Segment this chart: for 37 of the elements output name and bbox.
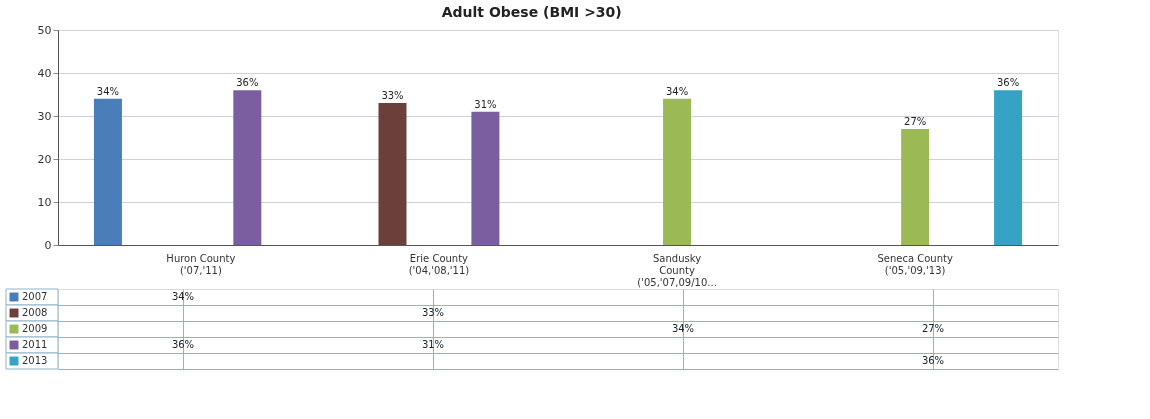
bar — [994, 90, 1023, 245]
x-tick-label: Huron County ('07,'11) — [166, 252, 236, 276]
bar — [93, 98, 122, 245]
chart-title: Adult Obese (BMI >30) — [441, 3, 622, 20]
text: 36% — [921, 355, 945, 366]
y-tick-label: 50 — [37, 23, 52, 37]
data-label: 34% — [671, 323, 695, 334]
y-tick-label: 30 — [37, 109, 52, 123]
data-label: 36% — [996, 77, 1020, 89]
bar — [471, 111, 500, 245]
legend-label: 2009 — [22, 323, 48, 334]
legend-label: 2011 — [22, 339, 48, 350]
y-tick-label: 20 — [37, 152, 52, 166]
text: 27% — [904, 115, 927, 127]
data-label: 27% — [921, 323, 945, 334]
text: 34% — [665, 85, 689, 97]
y-tick-label: 10 — [37, 195, 52, 209]
data-label: 33% — [381, 90, 404, 102]
text: 34% — [171, 291, 195, 302]
bar — [901, 128, 930, 245]
x-tick-label: Sandusky County ('05,'07,09/10... — [637, 252, 717, 288]
x-tick-label: Seneca County ('05,'09,'13) — [877, 252, 953, 276]
legend-label: 2008 — [22, 307, 48, 318]
text: 31% — [474, 98, 497, 110]
data-label: 31% — [421, 339, 445, 350]
bar — [378, 103, 407, 245]
data-label: 34% — [96, 85, 120, 97]
text: 33% — [421, 307, 445, 318]
text: 36% — [236, 77, 259, 89]
x-tick-label: Erie County ('04,'08,'11) — [408, 252, 470, 276]
bar — [663, 98, 692, 245]
y-tick-label: 0 — [44, 238, 52, 252]
bar — [233, 90, 262, 245]
legend-label: 2007 — [22, 291, 48, 302]
data-label: 36% — [171, 339, 195, 350]
legend-label: 2013 — [22, 355, 48, 366]
y-tick-label: 40 — [37, 66, 52, 80]
